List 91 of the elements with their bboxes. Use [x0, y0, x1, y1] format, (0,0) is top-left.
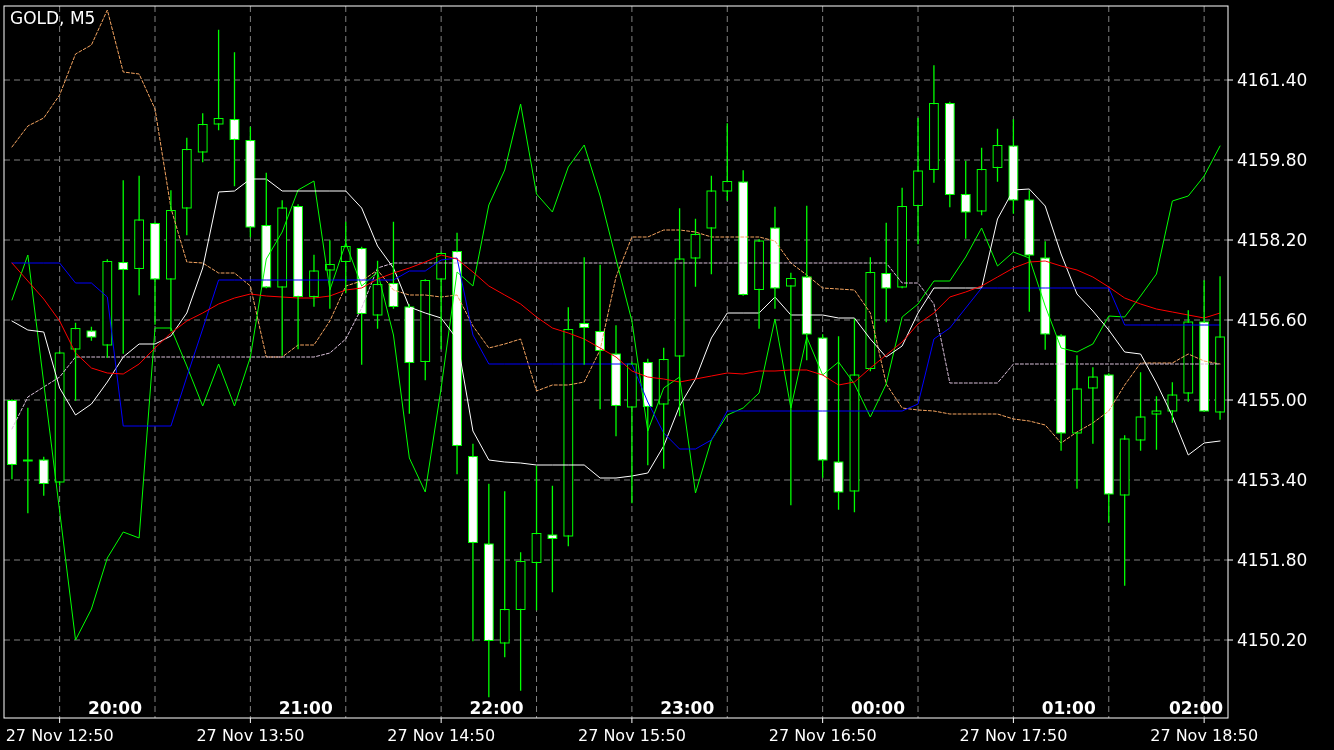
annotation: 20:00 [87, 698, 143, 718]
candlestick [1151, 396, 1162, 450]
annotation: 23:00 [660, 698, 715, 718]
candlestick [277, 200, 288, 356]
candlestick [722, 123, 733, 201]
candlestick [579, 257, 590, 365]
candlestick [86, 326, 97, 341]
candlestick [833, 336, 844, 510]
candlestick [547, 485, 558, 593]
x-tick-label: 27 Nov 16:50 [768, 726, 877, 745]
line-series [11, 254, 1221, 386]
candlestick [22, 407, 33, 514]
candlestick [929, 65, 939, 183]
candlestick [7, 400, 17, 480]
y-tick-label: 4155.00 [1237, 389, 1308, 410]
candlestick [1135, 372, 1146, 451]
candlestick [770, 206, 780, 309]
candlestick [738, 170, 749, 295]
candlestick [627, 363, 637, 504]
candlestick [1199, 280, 1210, 412]
x-tick-label: 27 Nov 17:50 [959, 726, 1068, 745]
candlestick [309, 254, 319, 307]
candlestick [960, 160, 971, 239]
candlestick [1072, 355, 1082, 489]
candlestick [1056, 335, 1066, 451]
y-tick-label: 4158.20 [1237, 229, 1308, 250]
candlestick [690, 218, 701, 287]
candlestick [865, 257, 876, 372]
candlestick [166, 190, 176, 332]
candlestick [913, 117, 923, 245]
candlestick [642, 358, 653, 466]
y-tick-label: 4151.80 [1237, 549, 1308, 570]
y-tick-label: 4156.60 [1237, 309, 1308, 330]
annotation: 00:00 [850, 698, 906, 718]
x-tick-label: 27 Nov 12:50 [5, 726, 114, 745]
candlestick [181, 137, 192, 236]
candlestick [483, 483, 494, 698]
candlestick [134, 175, 144, 296]
candlestick [118, 180, 129, 354]
annotation: 22:00 [469, 698, 524, 718]
x-tick-label: 27 Nov 14:50 [387, 726, 496, 745]
candlestick [992, 128, 1003, 182]
candlestick [372, 260, 383, 329]
candlestick [976, 147, 987, 216]
candlestick [611, 325, 621, 437]
candlestick [531, 465, 542, 611]
candlestick [404, 304, 415, 414]
candlestick [515, 552, 526, 691]
annotation: 02:00 [1168, 698, 1224, 718]
candlestick [38, 456, 49, 496]
chart-title: GOLD, M5 [10, 8, 96, 28]
candlestick [785, 272, 796, 506]
candlestick [897, 187, 907, 288]
x-tick-label: 27 Nov 15:50 [577, 726, 686, 745]
candlestick [1119, 435, 1130, 586]
candlestick [1167, 382, 1178, 423]
x-tick-label: 27 Nov 18:50 [1150, 726, 1259, 745]
candlestick [70, 322, 81, 401]
candlestick [1088, 367, 1098, 444]
candlestick [213, 29, 224, 131]
candlestick [1040, 241, 1051, 350]
line-series [11, 9, 1221, 444]
candlestick [849, 318, 860, 513]
candlestick [54, 352, 65, 486]
candlestick [658, 347, 669, 469]
candlestick [706, 175, 717, 275]
candlestick [1183, 310, 1194, 402]
y-tick-label: 4161.40 [1237, 69, 1308, 90]
candlestick [499, 491, 510, 658]
candlestick [1024, 190, 1035, 312]
x-tick-label: 27 Nov 13:50 [196, 726, 305, 745]
candlestick [563, 307, 574, 547]
candlestick [150, 223, 160, 325]
y-tick-label: 4150.20 [1237, 629, 1308, 650]
candlestick [801, 205, 812, 361]
candlestick [1103, 374, 1114, 523]
y-tick-label: 4153.40 [1237, 469, 1308, 490]
candlestick [754, 240, 764, 329]
candlestick [420, 280, 431, 381]
annotation: 21:00 [278, 698, 333, 718]
candlestick [229, 52, 240, 187]
candlestick [197, 113, 208, 163]
candlestick [1215, 276, 1225, 420]
candlestick [468, 443, 478, 642]
candlestick [452, 232, 462, 475]
candlestick [881, 222, 892, 323]
line-series [11, 103, 1221, 641]
candlestick [817, 334, 828, 478]
annotation: 01:00 [1041, 698, 1096, 718]
candlestick [674, 208, 685, 417]
y-tick-label: 4159.80 [1237, 149, 1308, 170]
